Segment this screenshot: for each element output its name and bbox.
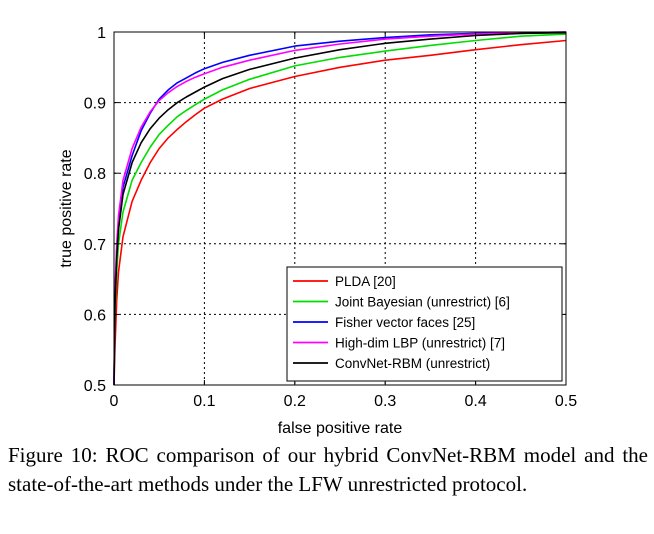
x-tick-label: 0.2 bbox=[284, 393, 306, 410]
legend: PLDA [20] Joint Bayesian (unrestrict) [6]… bbox=[286, 266, 563, 382]
series-line-1 bbox=[113, 39, 567, 386]
y-tick-label: 0.8 bbox=[84, 166, 106, 183]
y-tick-label: 0.7 bbox=[84, 237, 106, 254]
series-line-3 bbox=[113, 31, 567, 386]
y-tick-label: 0.5 bbox=[84, 378, 106, 395]
legend-label: Fisher vector faces [25] bbox=[335, 315, 475, 330]
x-tick-label: 0.5 bbox=[555, 393, 577, 410]
series-line-4 bbox=[113, 31, 567, 386]
x-tick-label: 0.1 bbox=[193, 393, 215, 410]
legend-label: High-dim LBP (unrestrict) [7] bbox=[335, 336, 505, 351]
plot-frame bbox=[113, 31, 567, 386]
x-axis-label: false positive rate bbox=[278, 420, 403, 437]
axis-ticks: 0 0.1 0.2 0.3 0.4 0.5 0.5 0.6 0.7 0.8 0.9 1 bbox=[84, 25, 577, 410]
x-tick-label: 0 bbox=[110, 393, 119, 410]
figure-caption: Figure 10: ROC comparison of our hybrid … bbox=[8, 443, 648, 496]
x-tick-label: 0.4 bbox=[464, 393, 486, 410]
series-line-5 bbox=[113, 31, 567, 386]
legend-label: ConvNet-RBM (unrestrict) bbox=[335, 356, 490, 371]
y-tick-label: 0.9 bbox=[84, 96, 106, 113]
legend-label: Joint Bayesian (unrestrict) [6] bbox=[335, 295, 510, 310]
roc-chart: 0 0.1 0.2 0.3 0.4 0.5 0.5 0.6 0.7 0.8 0.9 1 PLDA [2… bbox=[58, 25, 577, 437]
x-tick-label: 0.3 bbox=[374, 393, 396, 410]
legend-box bbox=[286, 266, 563, 382]
y-tick-label: 1 bbox=[97, 25, 106, 42]
y-tick-label: 0.6 bbox=[84, 307, 106, 324]
series-layer bbox=[113, 31, 567, 386]
legend-label: PLDA [20] bbox=[335, 274, 396, 289]
series-line-2 bbox=[113, 33, 567, 386]
y-axis-label: true positive rate bbox=[58, 149, 75, 267]
